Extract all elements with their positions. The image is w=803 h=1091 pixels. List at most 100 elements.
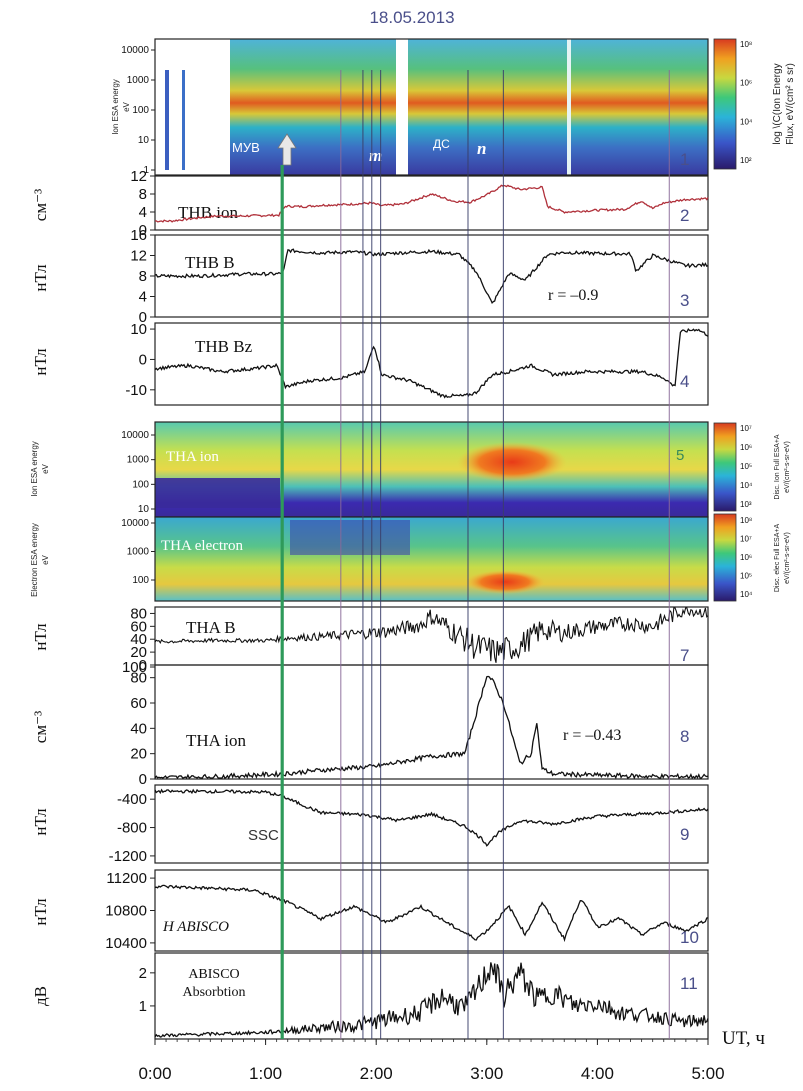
panel-1-colorbar-tick: 10⁶ — [740, 79, 752, 88]
panel-7-ylabel: нТл — [31, 623, 50, 651]
panel-4-ytick-label: -10 — [125, 382, 147, 399]
panel-10-ylabel: нТл — [31, 898, 50, 926]
panel-5-colorbar — [713, 422, 737, 512]
panel-11-title-line-2: Absorbtion — [183, 985, 246, 1000]
panel-6-title: THA electron — [161, 538, 244, 554]
panel-6-ytick-label: 100 — [132, 575, 149, 586]
x-tick-label: 1:00 — [249, 1064, 282, 1083]
panel-4-title: THB Bz — [195, 337, 253, 356]
panel-3-ytick-label: 16 — [130, 227, 147, 244]
panel-7-ytick-label: 80 — [130, 605, 147, 622]
panel-1-data-gap-2 — [567, 39, 571, 175]
panel-8-ylabel: см⁻³ — [31, 711, 50, 743]
panel-6-colorbar-ticks: 10⁸ 10⁷ 10⁶ 10⁵ 10⁴ — [740, 516, 753, 599]
panel-9-trace — [154, 788, 709, 847]
panel-5-ytick-label: 10 — [138, 504, 150, 515]
panel-1-early-strip-b — [182, 70, 185, 170]
panel-6-tha-electron-spectrogram: THA electron 10000 1000 100 Electron ESA e… — [30, 513, 791, 602]
panel-1-number: 1 — [680, 150, 689, 169]
panel-3-ylabel: нТл — [31, 264, 50, 292]
panel-5-hotspot — [457, 442, 567, 482]
muv-label: МУВ — [232, 140, 260, 155]
panel-3-ytick-label: 4 — [139, 289, 147, 306]
panel-11-ytick-label: 1 — [139, 998, 147, 1015]
panel-5-colorbar-tick: 10⁶ — [740, 443, 752, 452]
panel-5-colorbar-tick: 10³ — [740, 500, 752, 509]
panel-3-ytick-label: 0 — [139, 309, 147, 326]
panel-3-title-text: THB B — [185, 253, 235, 272]
panel-6-dark-band — [290, 520, 410, 555]
panel-5-colorbar-tick: 10⁵ — [740, 462, 752, 471]
x-axis: 0:00 1:00 2:00 3:00 4:00 5:00 — [138, 1039, 725, 1083]
panel-10-trace — [154, 884, 709, 943]
x-tick-label: 2:00 — [360, 1064, 393, 1083]
panel-6-colorbar-tick: 10⁷ — [740, 535, 752, 544]
event-marker-lines — [280, 70, 670, 1039]
panel-5-colorbar-label-1: Disc. Ion Full ESA+A — [774, 434, 781, 499]
panel-1-colorbar-label-1: log \(C(Ion Energy — [772, 63, 783, 144]
panel-8-annotation: r = –0.43 — [563, 727, 621, 744]
panel-5-yticks: 10000 1000 100 10 — [121, 430, 155, 515]
panel-6-ytick-label: 10000 — [121, 518, 149, 529]
panel-10-number: 10 — [680, 928, 699, 947]
muv-arrow-icon — [277, 133, 297, 166]
panel-1-colorbar-tick: 10⁸ — [740, 40, 752, 49]
panel-10-title: H ABISCO — [162, 919, 229, 935]
panel-1-ylabel-line-1: Ion ESA energy — [111, 79, 120, 135]
panel-5-low-energy-band — [155, 478, 280, 508]
panel-7-trace — [154, 607, 709, 663]
panel-9-ylabel: нТл — [31, 808, 50, 836]
x-axis-label: UT, ч — [722, 1028, 765, 1049]
panel-5-ylabel-line-2: eV — [41, 463, 50, 473]
panel-6-ytick-label: 1000 — [127, 547, 150, 558]
panel-3-frame — [154, 234, 709, 318]
panel-9-number: 9 — [680, 825, 689, 844]
panel-3-annotation: r = –0.9 — [548, 287, 598, 304]
panel-5-colorbar-ticks: 10⁷ 10⁶ 10⁵ 10⁴ 10³ — [740, 424, 753, 509]
panel-7-frame — [154, 606, 709, 666]
panel-8-ytick-label: 60 — [130, 695, 147, 712]
panel-1-background — [155, 39, 708, 175]
panel-5-colorbar-label-2: eV/(cm²-s-sr-eV) — [784, 441, 791, 493]
panel-7-ytick-label: 0 — [139, 657, 147, 674]
panel-1-colorbar-tick: 10² — [740, 156, 752, 165]
x-tick-label: 0:00 — [138, 1064, 171, 1083]
panel-2-ytick-label: 12 — [130, 168, 147, 185]
panel-1-ytick-label: 10000 — [121, 45, 149, 56]
panel-2-ytick-label: 0 — [139, 222, 147, 239]
panel-4-thb-bz: THB Bz нТл 4 — [31, 322, 709, 406]
panel-9-ytick-label: -800 — [117, 820, 147, 837]
panel-7-ytick-label: 40 — [130, 631, 147, 648]
panel-8-number: 8 — [680, 727, 689, 746]
panel-5-ytick-label: 10000 — [121, 430, 149, 441]
panel-1-ylabel-line-2: eV — [122, 101, 131, 111]
panel-6-colorbar-tick: 10⁴ — [740, 590, 753, 599]
panel-1-ytick-label: 1 — [143, 165, 149, 176]
panel-7-ytick-label: 60 — [130, 618, 147, 635]
panel-11-ylabel: дВ — [31, 986, 50, 1006]
panel-1-early-strip-a — [165, 70, 169, 170]
panel-1-data-gap — [396, 39, 408, 175]
panel-6-colorbar-label-2: eV/(cm²-s-sr-eV) — [784, 532, 791, 584]
panel-10-ytick-label: 10400 — [105, 935, 147, 952]
panel-8-ytick-label: 20 — [130, 746, 147, 763]
dc-label: ДС — [433, 137, 450, 151]
panel-1-colorbar-ticks: 10⁸ 10⁶ 10⁴ 10² — [740, 40, 753, 165]
panel-6-background — [155, 517, 708, 601]
panel-1-ytick-label: 1000 — [127, 75, 150, 86]
panel-1-thb-ion-spectrogram: THB ion 10000 1000 100 10 1 Ion ESA energy e… — [111, 38, 796, 176]
panel-3-ytick-label: 12 — [130, 248, 147, 265]
panel-7-number: 7 — [680, 646, 689, 665]
panel-5-number: 5 — [676, 447, 684, 464]
panel-5-ylabel-line-1: Ion ESA energy — [30, 441, 39, 497]
panel-8-frame — [154, 664, 709, 780]
panel-7-ytick-label: 20 — [130, 644, 147, 661]
panel-6-colorbar — [713, 513, 737, 602]
n-label: n — [477, 139, 486, 158]
panel-2-trace — [154, 184, 709, 223]
panel-4-trace — [154, 327, 709, 399]
panel-9-ytick-label: -1200 — [109, 848, 147, 865]
panel-4-ytick-label: 0 — [139, 351, 147, 368]
panel-8-ytick-label: 100 — [122, 659, 147, 676]
panel-3-ytick-label: 8 — [139, 268, 147, 285]
